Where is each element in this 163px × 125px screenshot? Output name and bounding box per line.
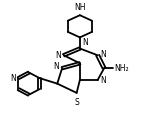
Text: N: N — [53, 62, 59, 72]
Text: N: N — [82, 38, 88, 47]
Text: N: N — [56, 51, 61, 60]
Text: NH: NH — [74, 3, 86, 12]
Text: S: S — [74, 98, 79, 107]
Text: N: N — [100, 50, 106, 59]
Text: NH₂: NH₂ — [114, 64, 128, 73]
Text: N: N — [100, 76, 106, 85]
Text: N: N — [10, 74, 16, 83]
